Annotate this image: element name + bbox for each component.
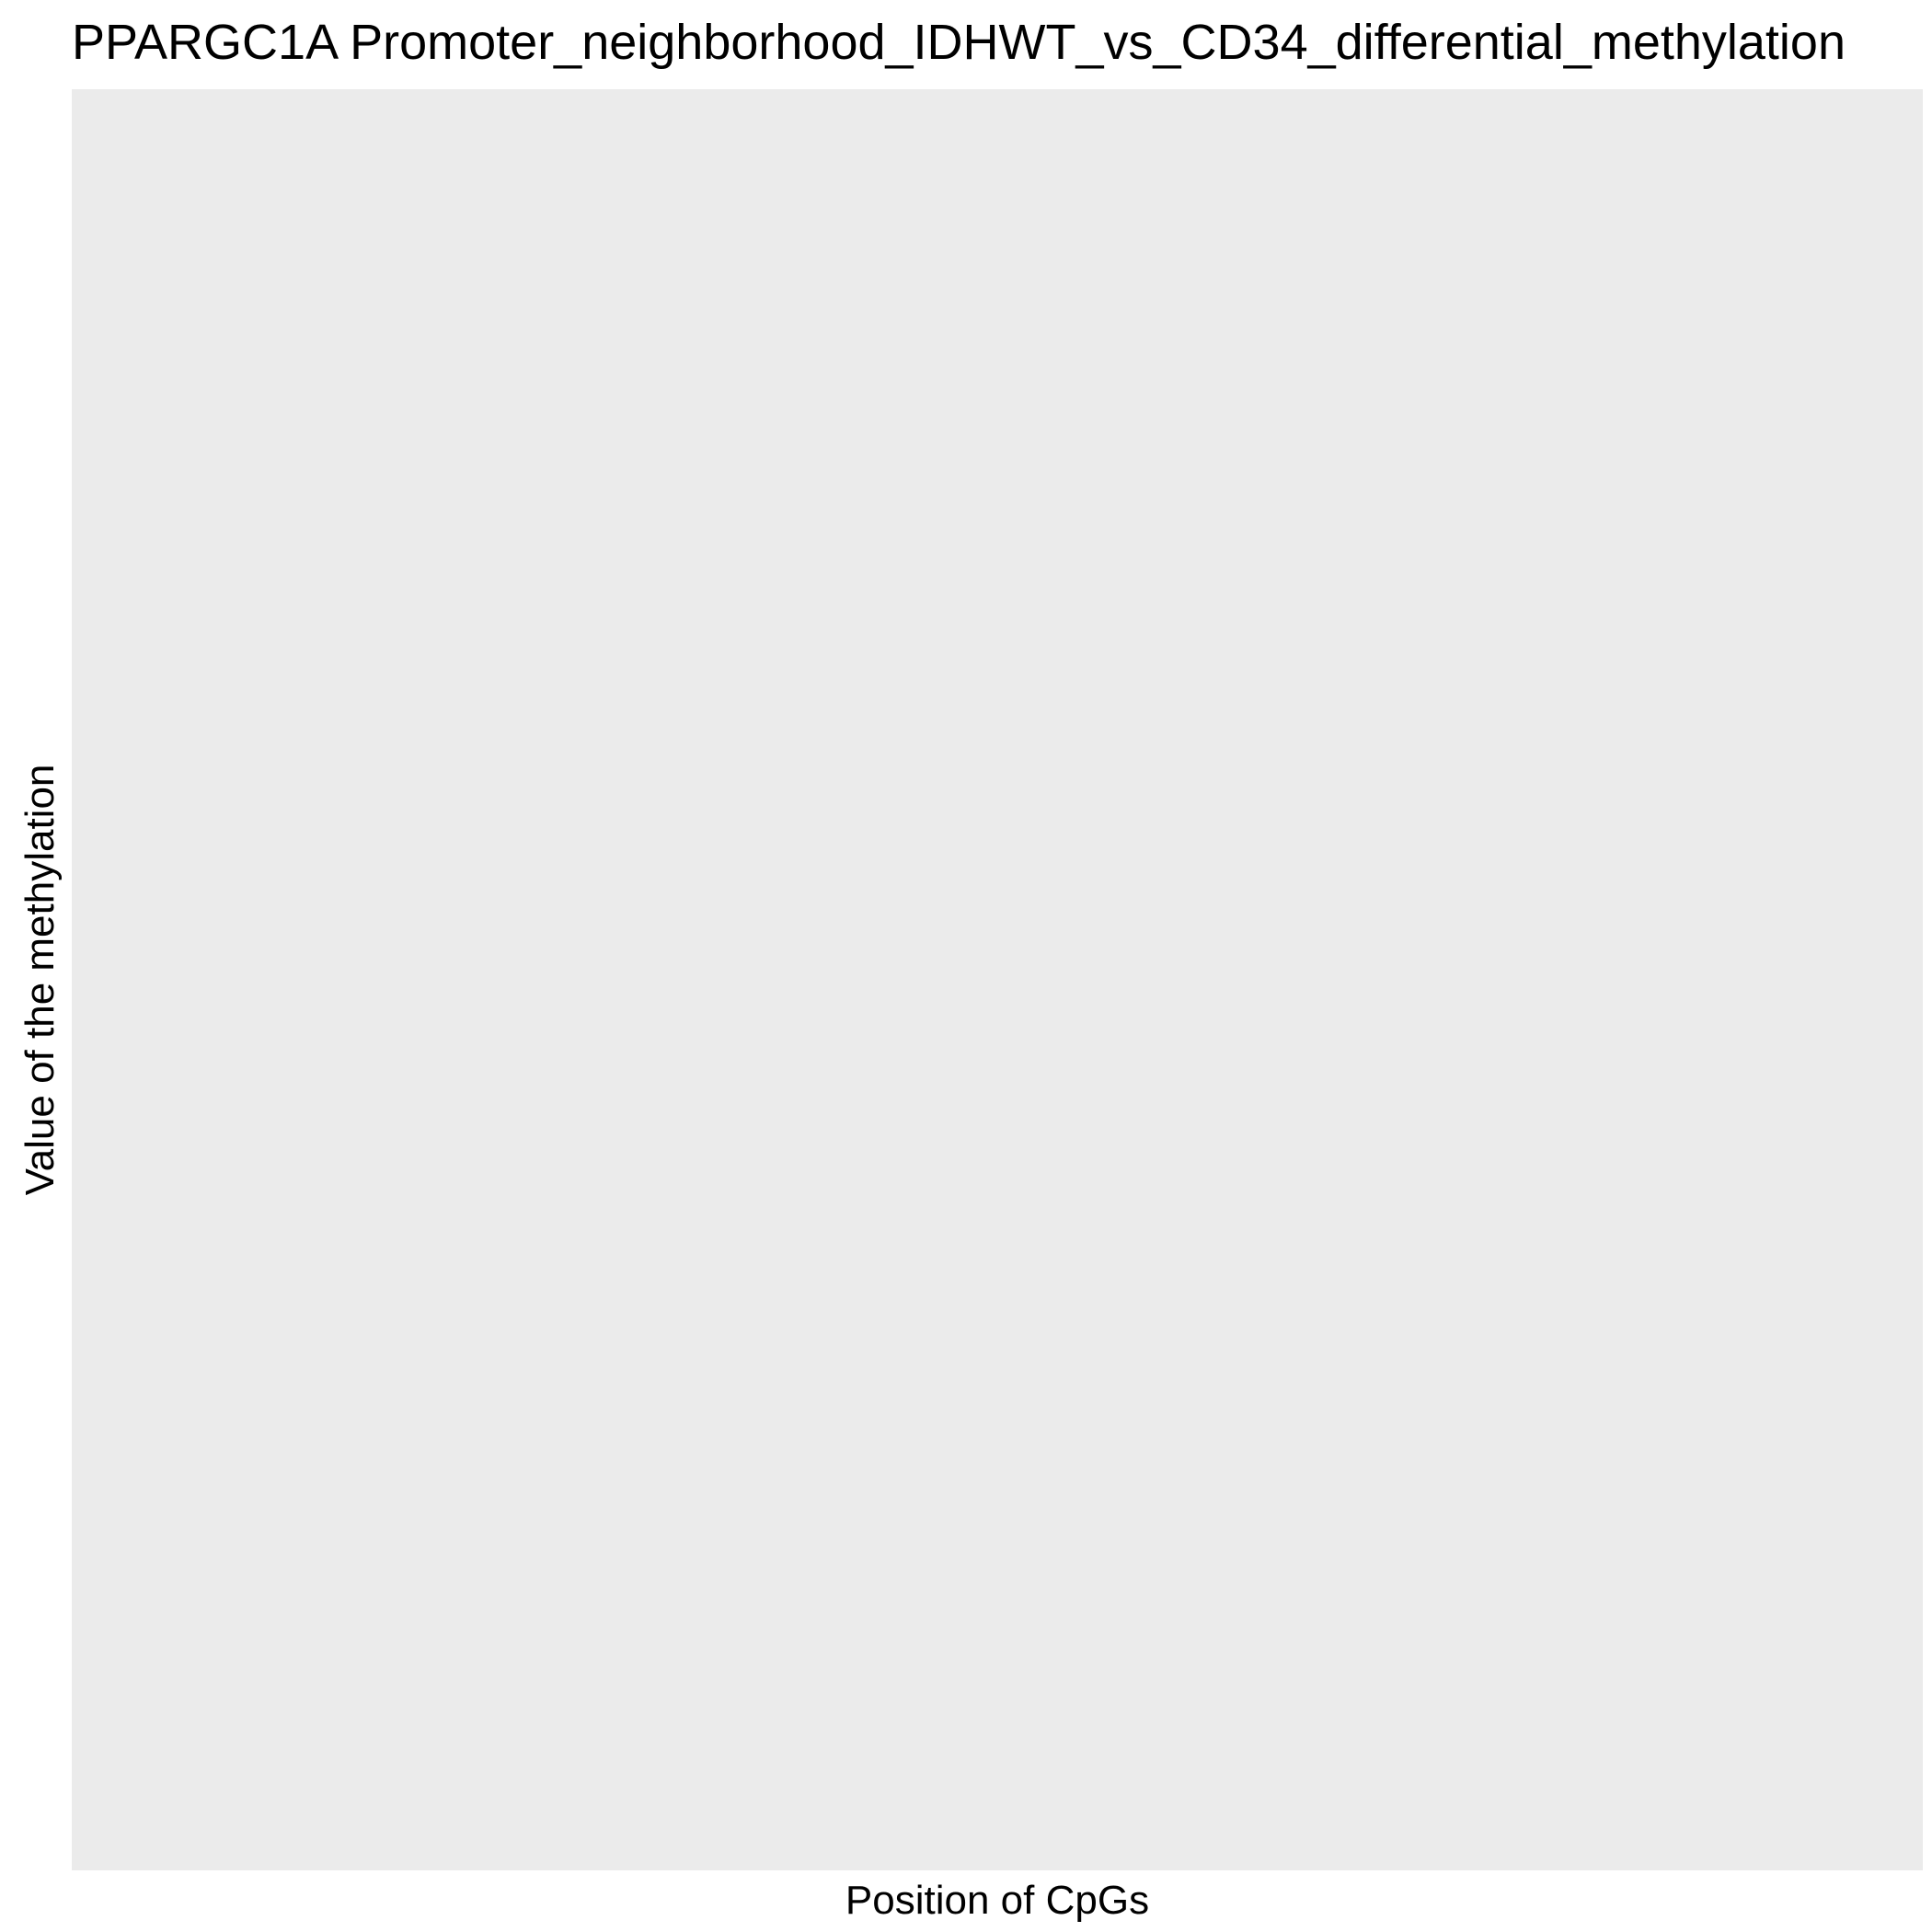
plot-panel (72, 89, 1923, 1870)
y-axis-label: Value of the methylation (17, 764, 63, 1196)
x-axis-label: Position of CpGs (845, 1878, 1150, 1923)
chart-title: PPARGC1A Promoter_neighborhood_IDHWT_vs_… (72, 15, 1846, 70)
